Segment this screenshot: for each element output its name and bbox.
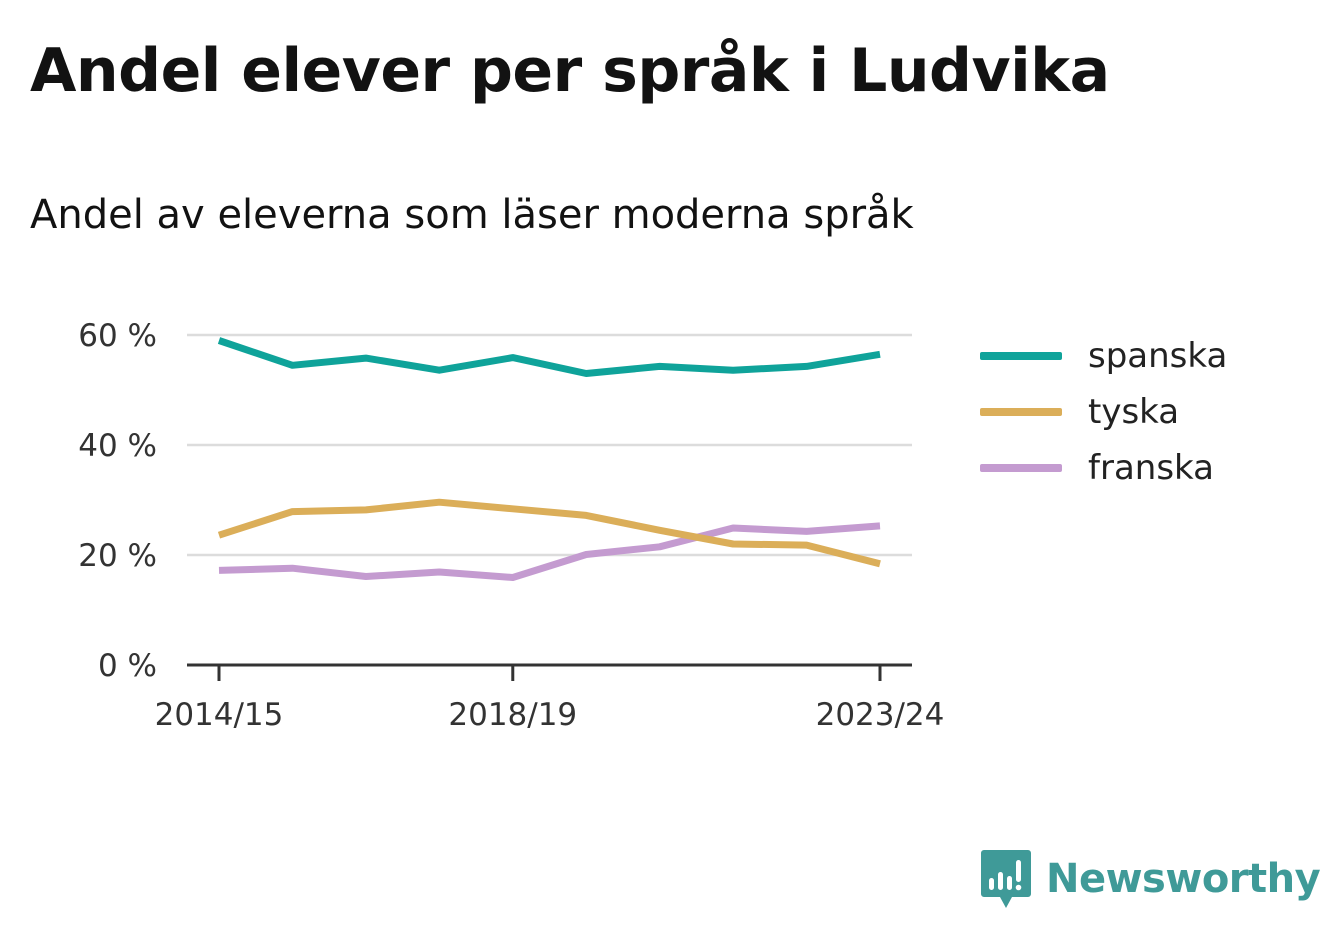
series-line-spanska (217, 337, 881, 377)
brand-name: Newsworthy (1046, 856, 1321, 902)
series-lines (217, 337, 881, 581)
legend-swatch (980, 352, 1062, 360)
series-line-tyska (217, 498, 881, 568)
y-tick-label: 0 % (98, 648, 157, 684)
chart-legend: spanska tyska franska (980, 328, 1227, 496)
legend-item-spanska: spanska (980, 328, 1227, 384)
legend-label: spanska (1088, 336, 1228, 376)
x-axis-labels: 2014/15 2018/19 2023/24 (155, 697, 945, 733)
newsworthy-logo-icon (981, 850, 1031, 908)
grid-lines (187, 333, 912, 557)
x-axis (187, 663, 912, 681)
chart-title: Andel elever per språk i Ludvika (30, 36, 1110, 106)
brand-logo: Newsworthy (980, 848, 1321, 910)
y-tick-label: 20 % (78, 538, 157, 574)
legend-item-tyska: tyska (980, 384, 1227, 440)
y-axis-labels: 0 % 20 % 40 % 60 % (78, 318, 157, 684)
x-tick-label: 2023/24 (816, 697, 945, 733)
legend-label: tyska (1088, 392, 1180, 432)
legend-swatch (980, 408, 1062, 416)
series-line-franska (218, 522, 881, 581)
legend-item-franska: franska (980, 440, 1227, 496)
x-tick-label: 2018/19 (448, 697, 577, 733)
chart-subtitle: Andel av eleverna som läser moderna språ… (30, 192, 914, 238)
x-tick-label: 2014/15 (155, 697, 284, 733)
y-tick-label: 60 % (78, 318, 157, 354)
legend-swatch (980, 464, 1062, 472)
legend-label: franska (1088, 448, 1214, 488)
y-tick-label: 40 % (78, 428, 157, 464)
